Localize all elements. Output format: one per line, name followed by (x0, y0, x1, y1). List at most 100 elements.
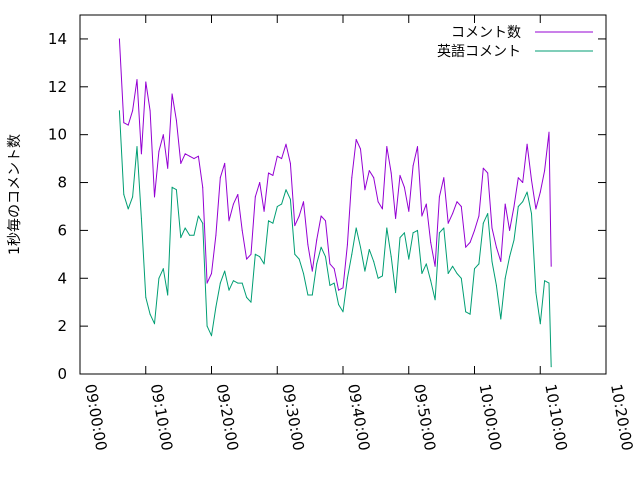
data-point (246, 296, 248, 298)
x-tick-label: 10:10:00 (541, 383, 570, 452)
data-point (162, 268, 164, 270)
data-point (539, 323, 541, 325)
data-point (381, 208, 383, 210)
data-point (140, 217, 142, 219)
data-point (509, 229, 511, 231)
data-point (399, 174, 401, 176)
y-tick-label: 6 (57, 221, 67, 239)
data-point (154, 196, 155, 198)
data-point (228, 289, 230, 291)
data-point (421, 273, 423, 274)
data-point (360, 148, 361, 150)
data-point (132, 110, 134, 112)
data-point (285, 189, 287, 191)
data-point (425, 203, 427, 205)
data-point (504, 203, 506, 205)
data-point (408, 258, 410, 260)
data-point (338, 289, 340, 291)
data-point (434, 265, 436, 267)
data-point (417, 229, 418, 231)
data-point (118, 110, 120, 112)
data-point (526, 191, 528, 193)
data-point (311, 294, 313, 296)
data-point (140, 153, 142, 155)
data-point (377, 201, 379, 203)
data-point (434, 299, 436, 301)
data-point (162, 134, 164, 136)
data-point (500, 318, 502, 320)
data-point (193, 234, 195, 236)
data-point (482, 222, 484, 224)
data-point (386, 146, 388, 148)
data-point (259, 182, 261, 183)
data-point (482, 167, 484, 169)
data-point (430, 280, 432, 282)
series-line-1 (118, 38, 552, 291)
x-axis: 09:00:00 09:10:00 09:20:00 09:30:00 09:40:00… (79, 15, 636, 452)
data-point (456, 201, 458, 203)
data-point (544, 280, 546, 282)
data-point (447, 273, 449, 274)
y-tick-label: 2 (57, 317, 67, 335)
y-tick-label: 0 (57, 365, 67, 383)
data-point (368, 170, 370, 172)
data-point (390, 256, 392, 258)
data-point (158, 150, 160, 152)
data-point (136, 146, 138, 148)
data-point (517, 206, 519, 207)
data-point (351, 253, 353, 255)
data-point (513, 239, 515, 241)
data-point (360, 246, 361, 248)
data-point (548, 282, 550, 284)
data-point (478, 215, 480, 217)
data-point (276, 206, 278, 207)
data-point (132, 196, 134, 198)
data-point (550, 265, 552, 267)
data-point (281, 158, 283, 160)
data-point (303, 273, 304, 274)
data-point (522, 201, 524, 203)
data-point (355, 139, 357, 140)
series-group (118, 38, 552, 368)
data-point (531, 213, 532, 215)
data-point (368, 249, 370, 250)
x-tick-label: 09:00:00 (81, 383, 110, 452)
data-point (320, 246, 322, 248)
data-point (495, 284, 497, 286)
data-point (250, 301, 252, 303)
data-point (232, 203, 234, 205)
data-point (509, 256, 511, 258)
data-point (303, 201, 304, 203)
data-point (320, 215, 322, 217)
data-point (202, 222, 204, 224)
data-point (465, 311, 467, 313)
data-point (127, 208, 129, 210)
data-point (373, 177, 375, 179)
data-point (504, 277, 506, 279)
data-point (443, 227, 445, 229)
data-point (342, 311, 344, 313)
data-point (325, 256, 326, 258)
data-point (346, 244, 348, 246)
data-point (219, 177, 221, 179)
data-point (263, 210, 265, 212)
data-point (241, 229, 243, 231)
data-point (180, 162, 182, 164)
data-point (377, 277, 379, 279)
data-point (526, 143, 528, 145)
data-point (171, 93, 173, 95)
data-point (403, 186, 405, 188)
data-point (298, 215, 300, 217)
data-point (211, 273, 212, 274)
y-tick-label: 8 (57, 174, 67, 192)
data-point (474, 229, 475, 231)
y-tick-label: 10 (48, 126, 67, 144)
data-point (373, 261, 375, 262)
data-point (250, 253, 252, 255)
data-point (408, 210, 410, 212)
data-point (338, 304, 340, 306)
data-point (307, 294, 309, 296)
data-point (281, 203, 283, 205)
